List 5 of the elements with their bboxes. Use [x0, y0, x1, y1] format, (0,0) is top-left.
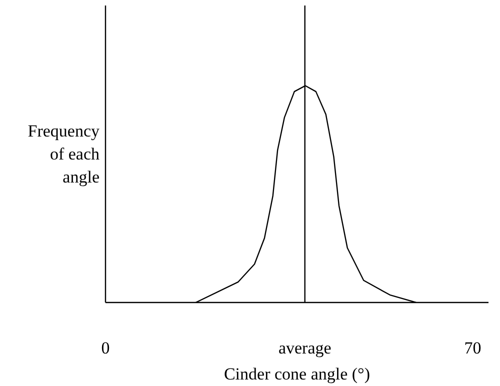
- y-axis-title: Frequency of each angle: [28, 122, 100, 186]
- x-tick-label: 0: [101, 338, 110, 358]
- x-axis-title: Cinder cone angle (°): [224, 364, 370, 384]
- x-tick-label: 70: [464, 338, 482, 358]
- ref-line-label: average: [278, 338, 332, 358]
